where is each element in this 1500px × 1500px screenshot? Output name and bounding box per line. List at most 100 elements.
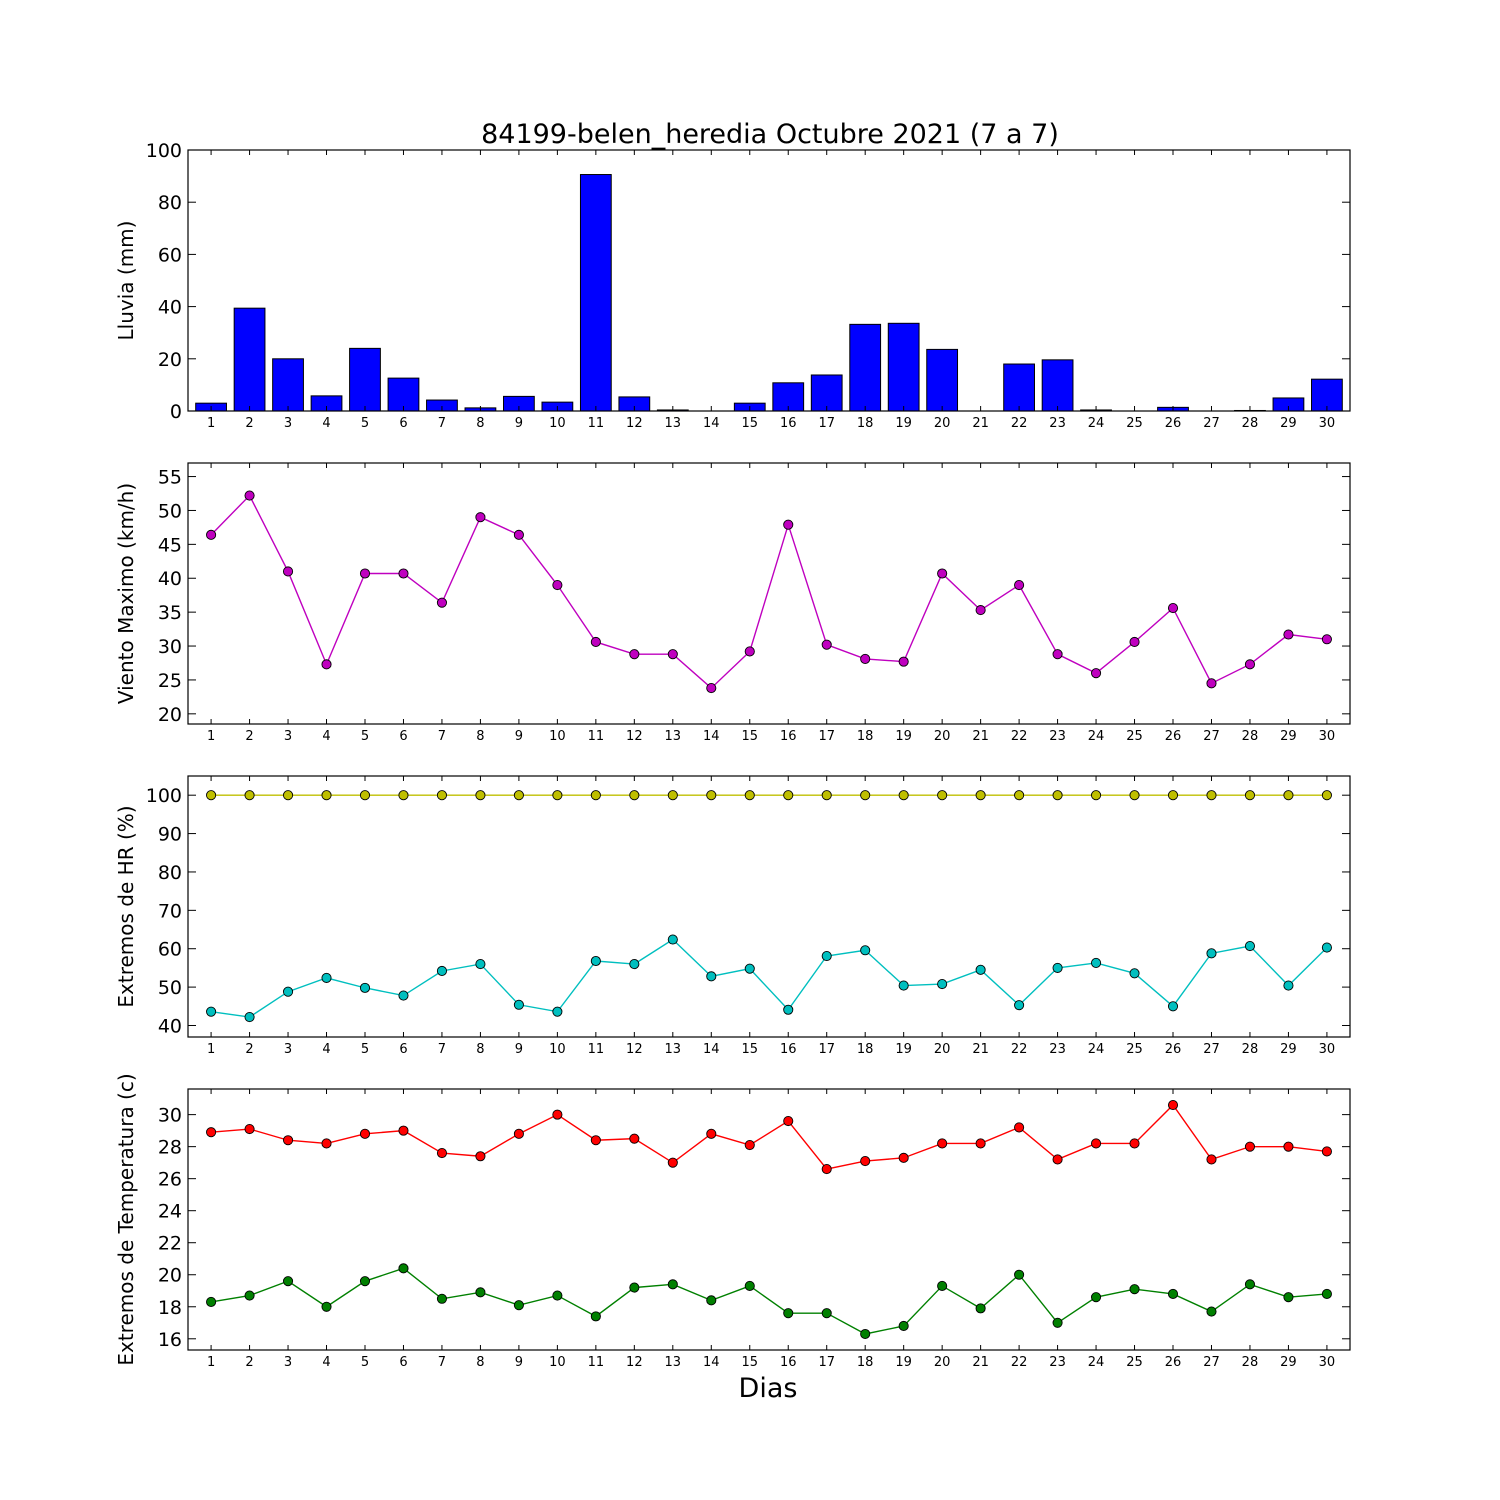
- humidity-series-1-point-7: [436, 790, 448, 801]
- max-wind-xtick-label-4: 4: [322, 729, 330, 744]
- humidity-series-1-point-10: [552, 790, 563, 801]
- max-wind-series-1-point-15: [744, 646, 755, 657]
- rainfall-xtick-label-29: 29: [1280, 416, 1297, 431]
- rainfall-xtick-label-30: 30: [1319, 416, 1336, 431]
- temperature-xtick-label-25: 25: [1126, 1355, 1143, 1370]
- max-wind-axes-frame: [187, 462, 1351, 725]
- max-wind-ytick-label-20: 20: [158, 704, 182, 726]
- max-wind-series-1-point-25: [1129, 636, 1140, 648]
- humidity-xtick-label-29: 29: [1280, 1042, 1297, 1057]
- humidity-series-2-point-5: [359, 982, 371, 993]
- rainfall-xtick-label-1: 1: [207, 416, 215, 431]
- temperature-series-1-point-26: [1167, 1099, 1179, 1111]
- rainfall-xtick-label-16: 16: [780, 416, 797, 431]
- max-wind-series-1-point-7: [436, 597, 448, 608]
- humidity-series-2-point-4: [321, 972, 332, 983]
- humidity-series-2-point-6: [398, 990, 409, 1001]
- max-wind-xtick-label-24: 24: [1088, 729, 1105, 744]
- humidity-series-2-point-11: [590, 955, 601, 967]
- humidity-series-1-point-21: [975, 790, 986, 801]
- temperature-series-2-point-16: [783, 1308, 794, 1319]
- humidity-xtick-label-7: 7: [438, 1042, 446, 1057]
- temperature-ytick-label-28: 28: [158, 1137, 182, 1159]
- temperature-xtick-label-16: 16: [780, 1355, 797, 1370]
- humidity-ytick-label-60: 60: [158, 939, 182, 961]
- temperature-series-1-point-7: [436, 1148, 448, 1159]
- humidity-ytick-label-100: 100: [146, 785, 182, 807]
- rainfall-ytick-label-80: 80: [158, 192, 182, 214]
- humidity-series-1-point-2: [244, 790, 255, 801]
- temperature-series-2-point-26: [1167, 1288, 1179, 1300]
- humidity-series-1-point-14: [706, 790, 717, 801]
- rainfall-xtick-label-17: 17: [818, 416, 835, 431]
- max-wind-ytick-label-25: 25: [158, 670, 182, 692]
- rainfall-xtick-label-12: 12: [626, 416, 643, 431]
- temperature-series-2-point-23: [1052, 1317, 1063, 1328]
- max-wind-series-1-line: [210, 494, 1327, 690]
- max-wind-xtick-label-3: 3: [284, 729, 292, 744]
- humidity-series-1-point-28: [1244, 790, 1256, 801]
- temperature-ytick-label-26: 26: [158, 1169, 182, 1191]
- temperature-series-2-point-24: [1091, 1292, 1102, 1303]
- humidity-xtick-label-6: 6: [399, 1042, 407, 1057]
- temperature-xtick-label-13: 13: [665, 1355, 682, 1370]
- temperature-series-1-point-29: [1283, 1141, 1294, 1152]
- max-wind-xtick-label-18: 18: [857, 729, 874, 744]
- temperature-series-1-point-25: [1129, 1138, 1140, 1149]
- humidity-ytick-label-70: 70: [158, 900, 182, 922]
- temperature-series-2-point-18: [860, 1328, 871, 1340]
- temperature-series-2-point-29: [1283, 1292, 1294, 1303]
- rainfall-xtick-label-2: 2: [245, 416, 253, 431]
- humidity-xtick-label-21: 21: [972, 1042, 989, 1057]
- temperature-xtick-label-5: 5: [361, 1355, 369, 1370]
- rainfall-xtick-label-10: 10: [549, 416, 566, 431]
- subplot-panels: 1 2 3 4 5 6 7 8 9 10 11 12 13 14 15 16 17 18 19 20 21 22 23 24 2…: [114, 140, 1351, 1370]
- max-wind-xtick-label-23: 23: [1049, 729, 1066, 744]
- humidity-series-2-point-17: [821, 950, 832, 962]
- rainfall-bar-23: [1041, 359, 1074, 412]
- humidity-y-axis-label: Extremos de HR (%): [114, 805, 138, 1007]
- humidity-series-2-point-12: [629, 959, 640, 970]
- rainfall-xtick-label-19: 19: [895, 416, 912, 431]
- max-wind-series-1-point-4: [321, 659, 332, 670]
- temperature-xtick-label-7: 7: [438, 1355, 446, 1370]
- max-wind-series-1-point-11: [590, 636, 601, 648]
- max-wind-ytick-label-40: 40: [158, 568, 182, 590]
- temperature-series-1-point-5: [359, 1128, 371, 1139]
- humidity-series-1-point-1: [206, 790, 217, 801]
- temperature-xtick-label-22: 22: [1011, 1355, 1028, 1370]
- humidity-series-2-point-14: [706, 971, 717, 982]
- temperature-series-2-point-22: [1014, 1269, 1025, 1280]
- temperature-series-1-point-24: [1091, 1138, 1102, 1149]
- max-wind-series-1-point-21: [975, 605, 986, 616]
- humidity-series-2-point-28: [1244, 940, 1256, 952]
- temperature-series-2-point-21: [975, 1303, 986, 1314]
- humidity-xtick-label-9: 9: [515, 1042, 523, 1057]
- temperature-axes-frame: [187, 1088, 1351, 1351]
- humidity-series-1-point-30: [1321, 790, 1332, 801]
- figure-title: 84199-belen_heredia Octubre 2021 (7 a 7): [481, 119, 1059, 150]
- rainfall-xtick-label-28: 28: [1242, 416, 1259, 431]
- humidity-series-2-point-13: [667, 934, 678, 945]
- humidity-xtick-label-18: 18: [857, 1042, 874, 1057]
- temperature-series-1-point-27: [1206, 1154, 1217, 1165]
- humidity-series-1-point-12: [629, 790, 640, 801]
- max-wind-series-1-point-17: [821, 639, 832, 650]
- rainfall-bar-11: [579, 174, 612, 412]
- max-wind-series-1-point-22: [1014, 579, 1025, 591]
- max-wind-xtick-label-8: 8: [476, 729, 484, 744]
- temperature-series-2-point-10: [552, 1290, 563, 1301]
- max-wind-ytick-label-30: 30: [158, 636, 182, 658]
- max-wind-series-1-point-5: [359, 568, 371, 579]
- temperature-series-1-point-12: [629, 1133, 640, 1144]
- max-wind-series-1-point-13: [667, 649, 678, 660]
- humidity-ytick-label-40: 40: [158, 1015, 182, 1037]
- temperature-series-1-point-21: [975, 1138, 986, 1149]
- humidity-series-2-point-26: [1167, 1001, 1179, 1012]
- temperature-xtick-label-6: 6: [399, 1355, 407, 1370]
- humidity-series-1-point-9: [513, 790, 524, 801]
- max-wind-series-1-point-14: [706, 683, 717, 694]
- temperature-series-1-point-28: [1244, 1141, 1256, 1152]
